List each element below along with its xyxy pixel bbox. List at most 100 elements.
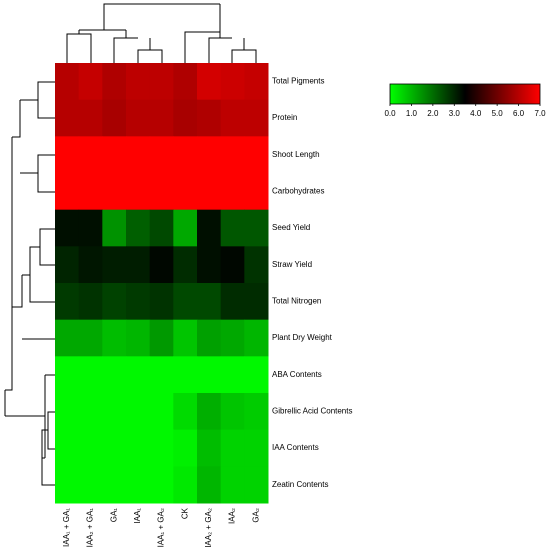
colorbar-tick-label: 7.0 — [534, 109, 546, 118]
heatmap-cell — [102, 136, 127, 174]
heatmap-cell — [244, 429, 269, 467]
heatmap-cell — [102, 429, 127, 467]
column-label: IAA₁ + GA₁ — [62, 508, 71, 547]
heatmap-cell — [197, 99, 222, 137]
heatmap-cell — [149, 136, 174, 174]
heatmap-cell — [173, 429, 198, 467]
heatmap-cell — [55, 173, 80, 211]
heatmap-cell — [244, 319, 269, 357]
heatmap-cell — [55, 429, 80, 467]
colorbar-tick-label: 3.0 — [449, 109, 461, 118]
heatmap-cell — [78, 173, 103, 211]
heatmap-cell — [126, 466, 151, 504]
heatmap-cell — [78, 136, 103, 174]
heatmap-cell — [197, 429, 222, 467]
row-label: Protein — [272, 113, 297, 122]
heatmap-cell — [149, 466, 174, 504]
heatmap-cell — [126, 136, 151, 174]
row-label: ABA Contents — [272, 370, 322, 379]
heatmap-cell — [149, 283, 174, 321]
colorbar — [389, 83, 541, 105]
heatmap-cell — [173, 209, 198, 247]
heatmap-cell — [197, 63, 222, 101]
heatmap-cell — [220, 63, 245, 101]
heatmap-cell — [220, 466, 245, 504]
heatmap-cell — [244, 246, 269, 284]
heatmap-cell — [220, 393, 245, 431]
heatmap-cell — [78, 319, 103, 357]
column-label: IAA₂ + GA₁ — [86, 508, 95, 548]
heatmap-cell — [220, 173, 245, 211]
heatmap-cell — [55, 319, 80, 357]
heatmap-cell — [55, 209, 80, 247]
heatmap-cell — [78, 429, 103, 467]
heatmap-cell — [244, 136, 269, 174]
row-label: Shoot Length — [272, 150, 320, 159]
row-label: Zeatin Contents — [272, 480, 328, 489]
heatmap-cell — [78, 99, 103, 137]
colorbar-tick-label: 1.0 — [406, 109, 418, 118]
heatmap-cell — [78, 246, 103, 284]
heatmap-cell — [149, 63, 174, 101]
heatmap-cell — [220, 356, 245, 394]
heatmap-cell — [244, 283, 269, 321]
heatmap-cell — [78, 356, 103, 394]
column-label: GA₂ — [251, 508, 260, 523]
heatmap-cell — [55, 99, 80, 137]
heatmap-cell — [220, 136, 245, 174]
heatmap-cell — [173, 356, 198, 394]
colorbar-tick-label: 2.0 — [427, 109, 439, 118]
row-label: Carbohydrates — [272, 186, 324, 195]
heatmap-cell — [197, 209, 222, 247]
heatmap-cell — [197, 136, 222, 174]
heatmap-cell — [220, 99, 245, 137]
heatmap-cell — [244, 356, 269, 394]
heatmap-cell — [244, 209, 269, 247]
heatmap-cell — [197, 356, 222, 394]
heatmap-cell — [102, 283, 127, 321]
heatmap-cell — [102, 173, 127, 211]
heatmap-cell — [149, 356, 174, 394]
heatmap-cell — [102, 246, 127, 284]
heatmap-cell — [149, 209, 174, 247]
heatmap-cell — [244, 99, 269, 137]
heatmap-cell — [126, 173, 151, 211]
column-label: IAA₁ — [133, 508, 142, 524]
heatmap-cell — [173, 393, 198, 431]
heatmap-cell — [55, 393, 80, 431]
heatmap-cell — [126, 246, 151, 284]
heatmap-cell — [220, 429, 245, 467]
heatmap-cell — [102, 356, 127, 394]
heatmap-cell — [197, 319, 222, 357]
heatmap-cell — [102, 209, 127, 247]
heatmap-cell — [126, 356, 151, 394]
column-dendrogram — [66, 3, 257, 63]
heatmap-cell — [173, 319, 198, 357]
heatmap-cell — [149, 173, 174, 211]
heatmap-cell — [78, 466, 103, 504]
heatmap-cell — [55, 246, 80, 284]
colorbar-tick-label: 4.0 — [470, 109, 482, 118]
colorbar-tick-label: 5.0 — [492, 109, 504, 118]
heatmap-cell — [149, 246, 174, 284]
heatmap-cell — [126, 283, 151, 321]
colorbar-tick-label: 6.0 — [513, 109, 525, 118]
heatmap-cell — [149, 319, 174, 357]
row-label: Straw Yield — [272, 260, 312, 269]
heatmap-cell — [220, 246, 245, 284]
heatmap-cell — [102, 63, 127, 101]
heatmap-cell — [220, 283, 245, 321]
heatmap-cell — [126, 209, 151, 247]
row-label: Gibrellic Acid Contents — [272, 406, 352, 415]
heatmap-cell — [173, 173, 198, 211]
heatmap-cell — [197, 283, 222, 321]
heatmap-cell — [55, 136, 80, 174]
heatmap-cell — [197, 246, 222, 284]
heatmap-cell — [126, 99, 151, 137]
heatmap-cell — [55, 356, 80, 394]
row-dendrogram — [4, 81, 55, 486]
heatmap-cell — [197, 393, 222, 431]
heatmap-cell — [149, 393, 174, 431]
heatmap-cell — [173, 466, 198, 504]
